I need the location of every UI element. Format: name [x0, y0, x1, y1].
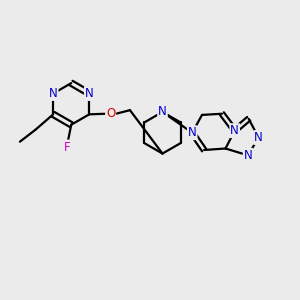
Text: N: N	[49, 87, 58, 100]
Text: O: O	[106, 107, 115, 120]
Text: N: N	[244, 149, 253, 162]
Text: N: N	[188, 126, 197, 139]
Text: N: N	[158, 106, 167, 118]
Text: N: N	[230, 124, 239, 137]
Text: N: N	[85, 87, 94, 100]
Text: N: N	[254, 131, 263, 144]
Text: F: F	[64, 140, 71, 154]
